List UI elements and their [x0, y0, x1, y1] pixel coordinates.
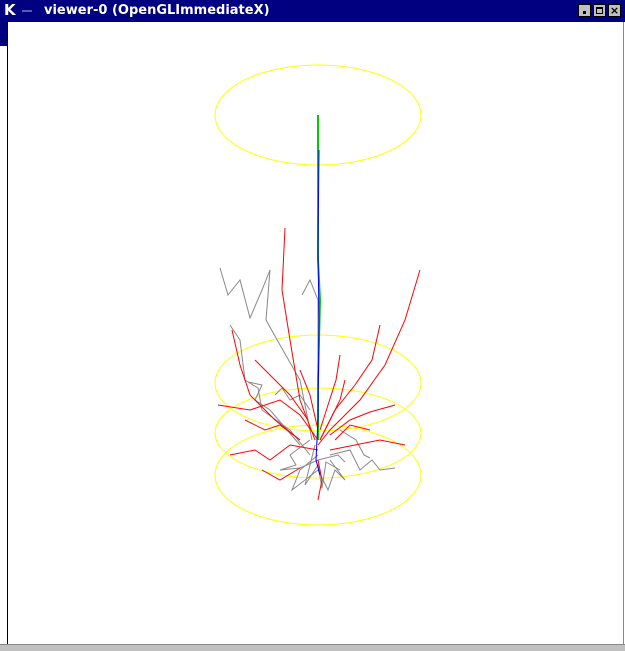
close-button[interactable]: ×	[608, 4, 621, 17]
left-edge	[0, 22, 7, 46]
charged-tracks	[217, 227, 421, 501]
window-title: viewer-0 (OpenGLImmediateX)	[44, 3, 270, 18]
menu-dash	[22, 10, 32, 12]
neutral-tracks	[219, 267, 396, 492]
minimize-button[interactable]	[578, 4, 591, 17]
title-bar: K viewer-0 (OpenGLImmediateX) ×	[0, 0, 625, 22]
primary-track-inner	[315, 149, 321, 476]
maximize-button[interactable]	[593, 4, 606, 17]
window-icon[interactable]: K	[4, 1, 16, 19]
viewer-canvas	[7, 22, 624, 644]
bottom-edge	[0, 644, 625, 651]
